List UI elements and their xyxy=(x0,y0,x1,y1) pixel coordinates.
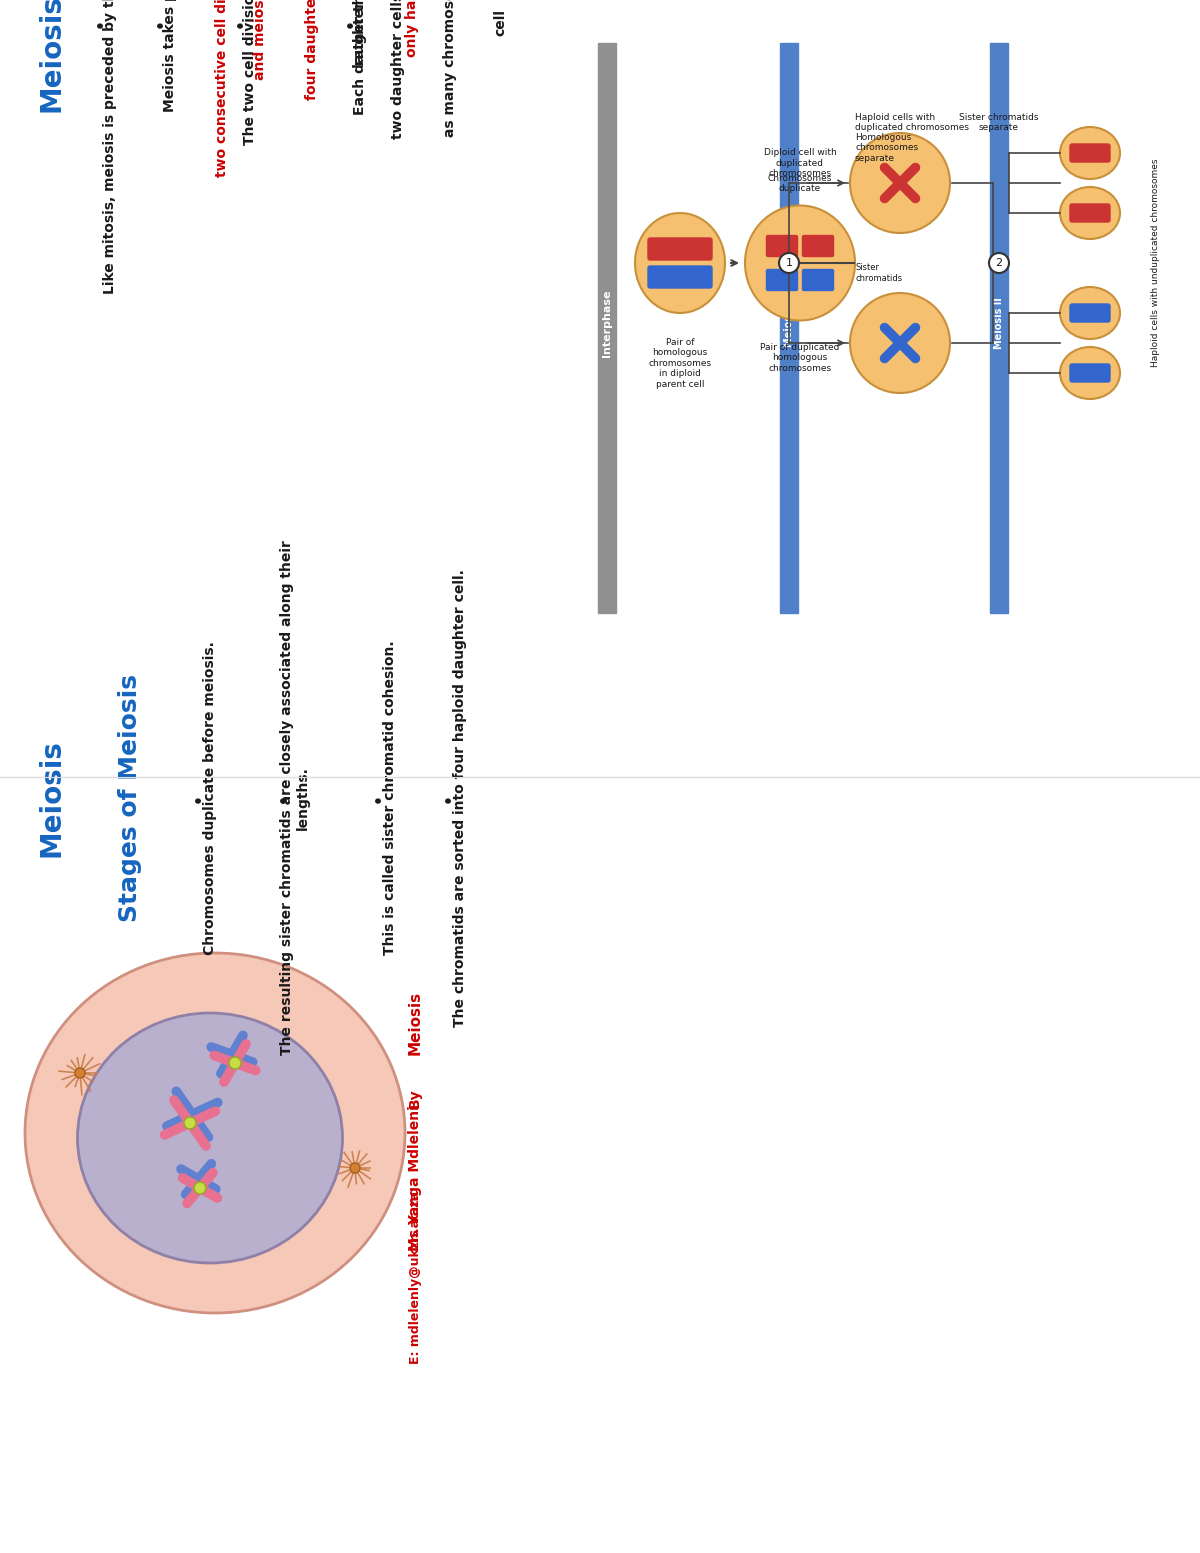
FancyBboxPatch shape xyxy=(648,238,712,259)
FancyBboxPatch shape xyxy=(780,43,798,613)
Text: four daughter cells,: four daughter cells, xyxy=(305,0,319,101)
FancyBboxPatch shape xyxy=(1070,144,1110,162)
Text: Meiosis II: Meiosis II xyxy=(994,297,1004,349)
Text: Homologous
chromosomes
separate: Homologous chromosomes separate xyxy=(854,134,918,163)
Text: Chromosomes duplicate before meiosis.: Chromosomes duplicate before meiosis. xyxy=(203,641,217,955)
FancyBboxPatch shape xyxy=(767,236,798,256)
Text: Diploid cell with
duplicated
chromosomes: Diploid cell with duplicated chromosomes xyxy=(763,148,836,179)
Circle shape xyxy=(989,253,1009,273)
Text: 2: 2 xyxy=(996,258,1002,269)
Ellipse shape xyxy=(78,1013,342,1263)
Text: cell: cell xyxy=(493,9,508,37)
Text: and meiosis II.: and meiosis II. xyxy=(253,0,266,79)
Text: •: • xyxy=(276,794,290,803)
FancyBboxPatch shape xyxy=(598,43,616,613)
FancyBboxPatch shape xyxy=(1070,304,1110,321)
FancyBboxPatch shape xyxy=(803,270,834,290)
Text: •: • xyxy=(440,794,456,803)
Circle shape xyxy=(350,1163,360,1173)
Ellipse shape xyxy=(1060,186,1120,239)
Circle shape xyxy=(74,1068,85,1078)
FancyBboxPatch shape xyxy=(648,266,712,287)
Text: This is called sister chromatid cohesion.: This is called sister chromatid cohesion… xyxy=(383,641,397,955)
Text: Ms Yanga Mdleleni: Ms Yanga Mdleleni xyxy=(408,1106,422,1250)
Text: Pair of duplicated
homologous
chromosomes: Pair of duplicated homologous chromosome… xyxy=(761,343,840,373)
Text: Sister
chromatids: Sister chromatids xyxy=(854,264,902,283)
Circle shape xyxy=(229,1058,241,1068)
Text: Meiosis: Meiosis xyxy=(38,0,66,112)
Text: •: • xyxy=(191,794,205,803)
Text: Haploid cells with unduplicated chromosomes: Haploid cells with unduplicated chromoso… xyxy=(1151,158,1159,367)
Text: The chromatids are sorted into four haploid daughter cell.: The chromatids are sorted into four hapl… xyxy=(454,568,467,1027)
Ellipse shape xyxy=(1060,346,1120,399)
Text: Chromosomes
duplicate: Chromosomes duplicate xyxy=(768,174,832,193)
Text: •: • xyxy=(233,19,247,28)
FancyBboxPatch shape xyxy=(658,241,702,256)
Text: Meiosis: Meiosis xyxy=(38,739,66,857)
Circle shape xyxy=(184,1117,196,1129)
Text: only half: only half xyxy=(406,0,419,57)
Text: two daughter cells in mitosis.: two daughter cells in mitosis. xyxy=(391,0,406,140)
FancyBboxPatch shape xyxy=(803,236,834,256)
Text: •: • xyxy=(342,19,358,28)
Text: Sister chromatids
separate: Sister chromatids separate xyxy=(959,113,1039,132)
Text: Meiosis I: Meiosis I xyxy=(784,298,794,348)
Text: •: • xyxy=(92,19,108,28)
Text: Haploid cells with
duplicated chromosomes: Haploid cells with duplicated chromosome… xyxy=(854,113,970,132)
Text: rather than: rather than xyxy=(353,0,367,70)
Text: The resulting sister chromatids are closely associated along their
lengths.: The resulting sister chromatids are clos… xyxy=(280,540,310,1056)
Circle shape xyxy=(194,1182,206,1194)
Text: 1: 1 xyxy=(786,258,792,269)
Text: •: • xyxy=(371,794,385,803)
Text: Meiosis: Meiosis xyxy=(408,991,422,1054)
Text: as many chromosomes as the: as many chromosomes as the xyxy=(443,0,457,141)
Text: Interphase: Interphase xyxy=(602,289,612,357)
Ellipse shape xyxy=(25,954,406,1312)
Ellipse shape xyxy=(850,294,950,393)
FancyBboxPatch shape xyxy=(1070,363,1110,382)
Text: Pair of
homologous
chromosomes
in diploid
parent cell: Pair of homologous chromosomes in diploi… xyxy=(648,339,712,388)
Text: Stages of Meiosis: Stages of Meiosis xyxy=(118,674,142,922)
Text: E: mdlelenly@ukzn.ac.za: E: mdlelenly@ukzn.ac.za xyxy=(408,1191,421,1365)
Ellipse shape xyxy=(635,213,725,314)
Ellipse shape xyxy=(745,205,854,320)
Text: By: By xyxy=(408,1089,422,1107)
FancyBboxPatch shape xyxy=(1070,203,1110,222)
Ellipse shape xyxy=(850,134,950,233)
Text: Each daughter cell has: Each daughter cell has xyxy=(353,0,367,115)
Text: Meiosis takes place in: Meiosis takes place in xyxy=(163,0,178,112)
FancyBboxPatch shape xyxy=(767,270,798,290)
Text: The two cell divisions result in: The two cell divisions result in xyxy=(242,0,257,144)
Ellipse shape xyxy=(1060,127,1120,179)
FancyBboxPatch shape xyxy=(658,270,702,286)
Text: Like mitosis, meiosis is preceded by the replication of chromosomes.: Like mitosis, meiosis is preceded by the… xyxy=(103,0,118,294)
Ellipse shape xyxy=(1060,287,1120,339)
Circle shape xyxy=(779,253,799,273)
FancyBboxPatch shape xyxy=(990,43,1008,613)
Text: two consecutive cell divisions, called m: two consecutive cell divisions, called m xyxy=(215,0,229,177)
Text: •: • xyxy=(152,19,168,28)
